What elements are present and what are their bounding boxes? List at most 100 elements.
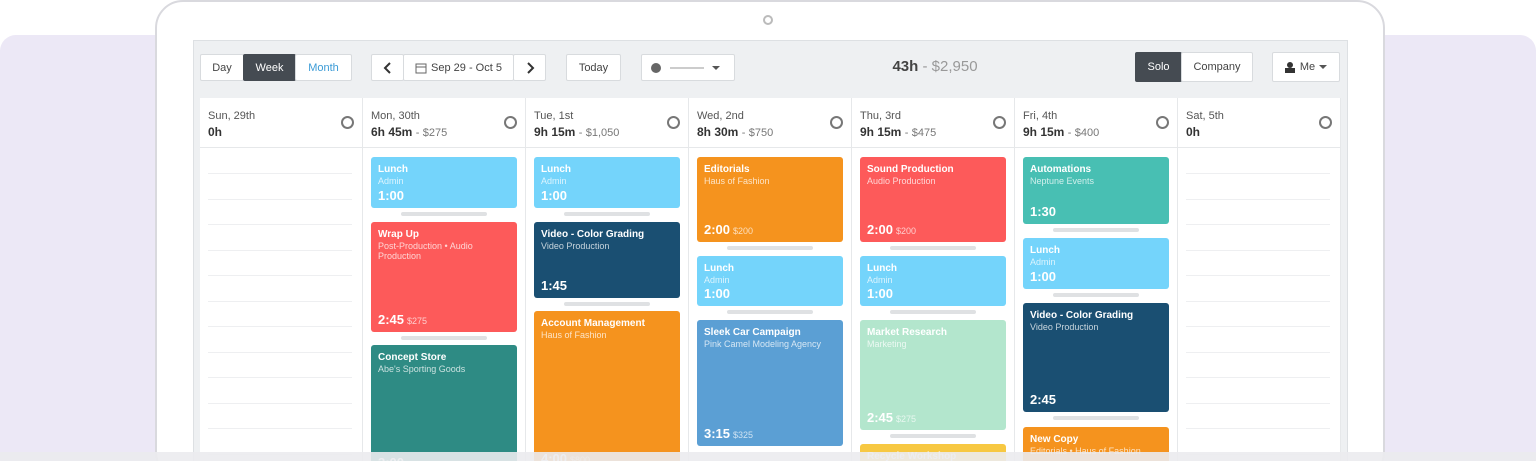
event-duration: 1:45 (541, 278, 568, 293)
event-duration: 1:00 (867, 286, 894, 301)
event-amount: $200 (896, 226, 917, 236)
day-name: Fri, 4th (1023, 110, 1058, 122)
day-hours: 9h 15m (534, 125, 576, 139)
view-week[interactable]: Week (243, 54, 296, 81)
day-name: Tue, 1st (534, 110, 574, 122)
empty-slot-line (208, 173, 352, 174)
day-separator: - (741, 127, 746, 139)
day-column: Sat, 5th 0h (1178, 98, 1341, 461)
event-client: Video Production (1030, 322, 1099, 332)
day-column: Fri, 4th 9h 15m - $400 (1015, 98, 1178, 461)
day-header: Wed, 2nd 8h 30m - $750 (689, 98, 852, 148)
date-range[interactable]: Sep 29 - Oct 5 (403, 54, 514, 81)
event-time: 1:00 (1030, 269, 1056, 284)
event-amount: $325 (733, 430, 754, 440)
view-day[interactable]: Day (200, 54, 244, 81)
event-time: 1:00 (704, 286, 730, 301)
empty-slot-line (1186, 377, 1330, 378)
filter-dropdown[interactable] (641, 54, 735, 81)
event-amount: $275 (896, 414, 917, 424)
mode-company[interactable]: Company (1181, 52, 1253, 82)
event-time: 3:15 $325 (704, 426, 753, 441)
event-client: Pink Camel Modeling Agency (704, 339, 822, 349)
day-icon (1319, 116, 1332, 129)
user-menu[interactable]: Me (1272, 52, 1340, 82)
event-client: Admin (1030, 257, 1056, 267)
day-amount: $1,050 (585, 127, 620, 139)
event-duration: 1:00 (1030, 269, 1057, 284)
day-amount: $275 (422, 127, 448, 139)
event-client: Admin (704, 275, 730, 285)
empty-slot-line (1186, 173, 1330, 174)
event-title: Concept Store (378, 352, 447, 363)
day-name: Mon, 30th (371, 110, 420, 122)
event-card[interactable]: Video - Color Grading Video Production 1:4… (534, 222, 680, 298)
event-client: Admin (867, 275, 893, 285)
empty-slot-line (1186, 428, 1330, 429)
event-card[interactable]: Automations Neptune Events 1:30 (1023, 157, 1169, 224)
day-amount: $750 (748, 127, 774, 139)
day-hours: 0h (208, 125, 223, 139)
event-title: Account Management (541, 318, 645, 329)
mode-solo[interactable]: Solo (1135, 52, 1182, 82)
view-month[interactable]: Month (295, 54, 352, 81)
day-hours-line: 6h 45m - $275 (371, 125, 447, 139)
event-card[interactable]: Lunch Admin 1:00 (534, 157, 680, 208)
event-card[interactable]: Sound Production Audio Production 2:00 $200 (860, 157, 1006, 242)
drag-handle (1053, 416, 1139, 420)
event-card[interactable]: Lunch Admin 1:00 (371, 157, 517, 208)
day-separator: - (578, 127, 583, 139)
empty-slot-line (1186, 351, 1330, 353)
event-client: Marketing (867, 339, 907, 349)
day-column: Mon, 30th 6h 45m - $275 (363, 98, 526, 461)
user-name: Me (1299, 61, 1316, 73)
summary-separator: - (922, 58, 928, 75)
empty-slot-line (208, 300, 352, 302)
day-header: Tue, 1st 9h 15m - $1,050 (526, 98, 689, 148)
event-client: Haus of Fashion (704, 176, 770, 186)
empty-slot-line (208, 351, 352, 353)
event-card[interactable]: Video - Color Grading Video Production 2:4… (1023, 303, 1169, 412)
drag-handle (890, 246, 976, 250)
drag-handle (890, 434, 976, 438)
day-name: Wed, 2nd (697, 110, 744, 122)
event-card[interactable]: Lunch Admin 1:00 (697, 256, 843, 306)
empty-slot-line (208, 224, 352, 225)
event-time: 1:00 (867, 286, 893, 301)
event-card[interactable]: Market Research Marketing 2:45 $275 (860, 320, 1006, 430)
event-title: Lunch (1030, 245, 1060, 256)
event-time: 1:30 (1030, 204, 1056, 219)
event-card[interactable]: Wrap Up Post-Production • Audio Productio… (371, 222, 517, 332)
day-separator: - (415, 127, 420, 139)
empty-slot-line (1186, 326, 1330, 327)
event-duration: 1:00 (378, 188, 405, 203)
day-name: Thu, 3rd (860, 110, 901, 122)
event-card[interactable]: Sleek Car Campaign Pink Camel Modeling Ag… (697, 320, 843, 446)
drag-handle (564, 212, 650, 216)
event-title: Market Research (867, 327, 948, 338)
event-time: 1:00 (378, 188, 404, 203)
event-card[interactable]: Lunch Admin 1:00 (1023, 238, 1169, 289)
drag-handle (401, 212, 487, 216)
day-hours: 0h (1186, 125, 1201, 139)
next-week[interactable] (513, 54, 546, 81)
event-card[interactable]: Lunch Admin 1:00 (860, 256, 1006, 306)
empty-slot-line (208, 428, 352, 429)
drag-handle (401, 336, 487, 340)
day-hours: 8h 30m (697, 125, 739, 139)
event-amount: $200 (733, 226, 754, 236)
day-icon (993, 116, 1006, 129)
day-hours: 9h 15m (860, 125, 902, 139)
day-name: Sun, 29th (208, 110, 256, 122)
prev-week[interactable] (371, 54, 404, 81)
event-duration: 2:45 (378, 312, 405, 327)
event-time: 2:45 $275 (378, 312, 427, 327)
day-amount: $475 (911, 127, 937, 139)
day-header: Mon, 30th 6h 45m - $275 (363, 98, 526, 148)
event-card[interactable]: Editorials Haus of Fashion 2:00 $200 (697, 157, 843, 242)
today-button[interactable]: Today (566, 54, 621, 81)
day-header: Thu, 3rd 9h 15m - $475 (852, 98, 1015, 148)
day-icon (1156, 116, 1169, 129)
